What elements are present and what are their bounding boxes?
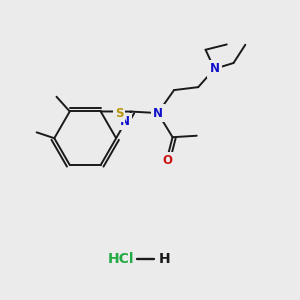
Text: HCl: HCl [107,252,134,266]
Text: S: S [115,107,123,120]
Text: N: N [153,106,163,120]
Text: O: O [162,154,172,167]
Text: N: N [119,115,130,128]
Text: H: H [159,252,170,266]
Text: N: N [209,62,219,75]
